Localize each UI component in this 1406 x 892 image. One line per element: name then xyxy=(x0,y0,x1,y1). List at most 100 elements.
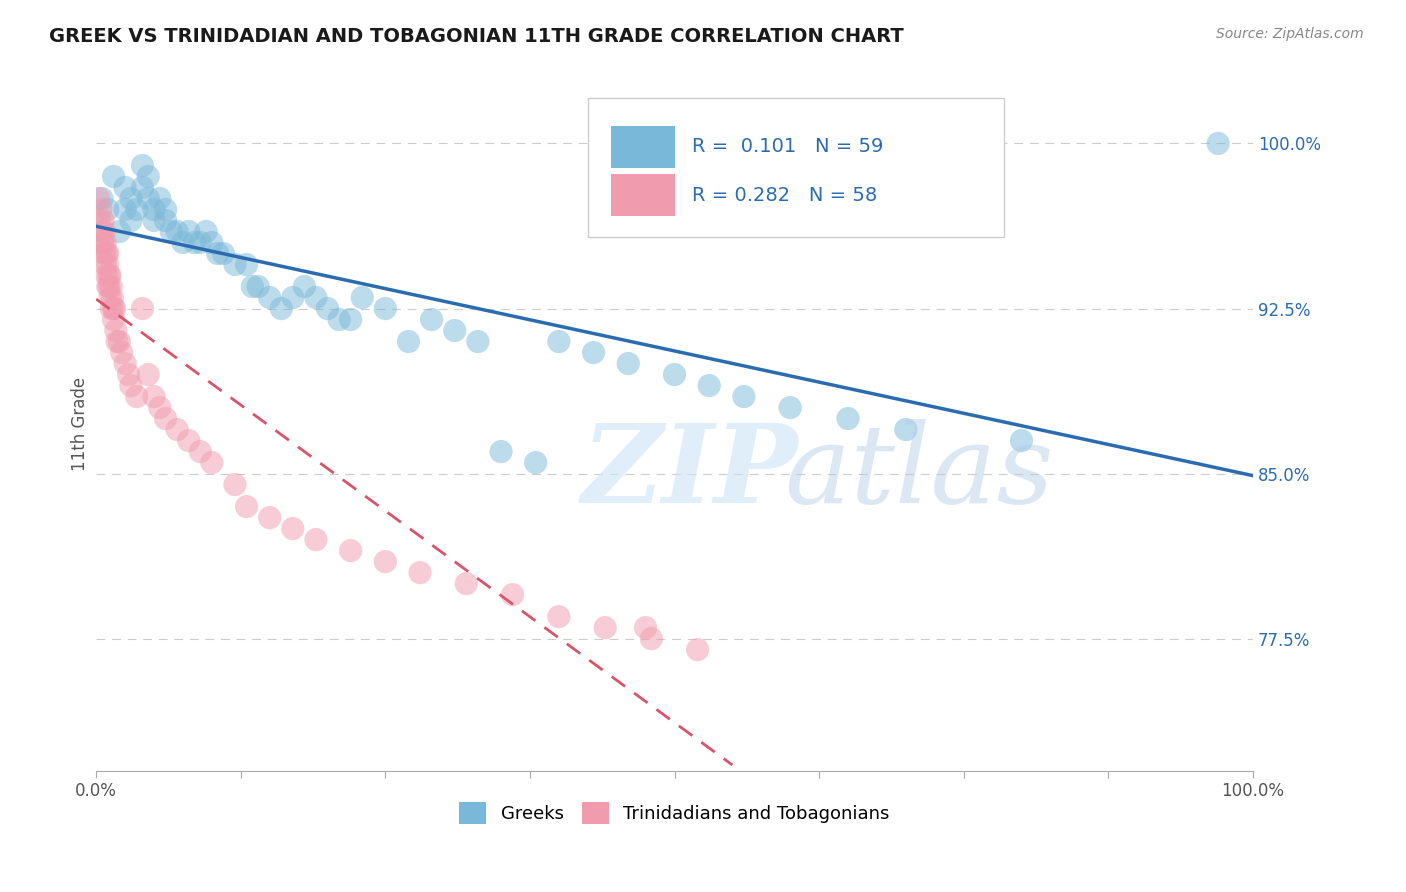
Text: Source: ZipAtlas.com: Source: ZipAtlas.com xyxy=(1216,27,1364,41)
Point xyxy=(155,411,177,425)
Point xyxy=(155,202,177,217)
Point xyxy=(96,246,118,260)
FancyBboxPatch shape xyxy=(610,126,675,168)
Point xyxy=(456,576,478,591)
Point xyxy=(547,609,569,624)
Point xyxy=(259,291,281,305)
Point xyxy=(136,169,159,184)
Point xyxy=(201,235,224,250)
Point xyxy=(105,334,128,349)
Point xyxy=(172,235,194,250)
Point xyxy=(143,390,166,404)
Point xyxy=(97,258,120,272)
Point xyxy=(120,213,142,227)
Point xyxy=(101,291,124,305)
Point xyxy=(100,279,122,293)
Point xyxy=(733,390,755,404)
Point xyxy=(270,301,292,316)
Point xyxy=(634,621,657,635)
Point xyxy=(352,291,374,305)
Point xyxy=(87,192,110,206)
Point xyxy=(155,213,177,227)
Point xyxy=(104,324,127,338)
Point xyxy=(166,225,188,239)
Point xyxy=(339,312,361,326)
Text: ZIP: ZIP xyxy=(582,419,799,526)
Point xyxy=(664,368,686,382)
Point xyxy=(120,378,142,392)
Point xyxy=(247,279,270,293)
Point xyxy=(235,500,257,514)
Point xyxy=(117,368,139,382)
Point xyxy=(100,301,122,316)
Point xyxy=(93,225,115,239)
Point xyxy=(547,334,569,349)
Point xyxy=(502,588,524,602)
Point xyxy=(489,444,512,458)
Point xyxy=(398,334,420,349)
Point xyxy=(779,401,801,415)
Point xyxy=(103,312,125,326)
Point xyxy=(97,268,120,283)
Point xyxy=(188,444,211,458)
Point xyxy=(593,621,616,635)
Point xyxy=(125,390,148,404)
Point xyxy=(259,510,281,524)
Point xyxy=(1011,434,1033,448)
Point xyxy=(374,555,396,569)
Point xyxy=(143,213,166,227)
Point xyxy=(374,301,396,316)
Point xyxy=(467,334,489,349)
Point xyxy=(125,202,148,217)
Point xyxy=(281,522,304,536)
Point xyxy=(201,456,224,470)
Point xyxy=(212,246,235,260)
Point xyxy=(94,258,117,272)
Point xyxy=(195,225,218,239)
Y-axis label: 11th Grade: 11th Grade xyxy=(72,377,89,471)
Point xyxy=(686,642,709,657)
Point xyxy=(108,225,131,239)
Point xyxy=(281,291,304,305)
Point xyxy=(97,279,120,293)
Point xyxy=(443,324,465,338)
Point xyxy=(131,180,153,194)
FancyBboxPatch shape xyxy=(588,98,1004,237)
Point xyxy=(98,268,121,283)
Point xyxy=(305,533,328,547)
Point xyxy=(316,301,339,316)
Point xyxy=(91,235,114,250)
Point xyxy=(224,477,246,491)
Point xyxy=(104,301,127,316)
Point xyxy=(91,225,114,239)
Point xyxy=(108,334,131,349)
Point xyxy=(224,258,246,272)
Point xyxy=(97,202,120,217)
Point xyxy=(697,378,720,392)
Text: atlas: atlas xyxy=(785,419,1054,526)
Text: R = 0.282   N = 58: R = 0.282 N = 58 xyxy=(692,186,877,205)
Point xyxy=(131,301,153,316)
Point xyxy=(120,192,142,206)
Point xyxy=(640,632,662,646)
Text: GREEK VS TRINIDADIAN AND TOBAGONIAN 11TH GRADE CORRELATION CHART: GREEK VS TRINIDADIAN AND TOBAGONIAN 11TH… xyxy=(49,27,904,45)
Point xyxy=(149,401,172,415)
Point xyxy=(339,543,361,558)
Point xyxy=(98,291,121,305)
Point xyxy=(160,225,183,239)
Point xyxy=(111,345,134,359)
Point xyxy=(91,192,114,206)
Point xyxy=(114,180,136,194)
Point xyxy=(1206,136,1229,151)
Point xyxy=(97,279,120,293)
Point xyxy=(93,246,115,260)
Point xyxy=(837,411,859,425)
Point xyxy=(207,246,229,260)
Point xyxy=(177,225,200,239)
Point xyxy=(103,169,125,184)
Point xyxy=(617,357,640,371)
Point xyxy=(103,301,125,316)
Point xyxy=(90,202,112,217)
FancyBboxPatch shape xyxy=(610,175,675,216)
Point xyxy=(894,423,917,437)
